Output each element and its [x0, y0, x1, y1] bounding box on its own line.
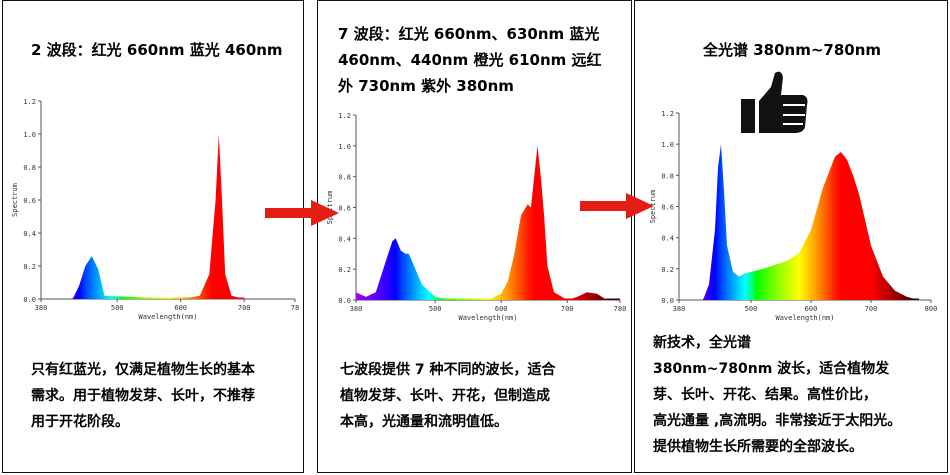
right-arrow-icon — [580, 193, 654, 219]
y-tick-label: 0.2 — [661, 266, 674, 274]
panel-title: 2 波段：红光 660nm 蓝光 460nm — [31, 41, 283, 59]
desc-line: 380nm~780nm 波长，适合植物发 — [653, 361, 890, 377]
panel-description: 七波段提供 7 种不同的波长，适合 植物发芽、长叶、开花，但制造成 本高，光通量… — [340, 357, 620, 435]
desc-line: 只有红蓝光，仅满足植物生长的基本 — [31, 362, 255, 378]
x-tick-label: 600 — [805, 305, 818, 313]
y-tick-label: 0.0 — [661, 297, 674, 305]
desc-line: 提供植物生长所需要的全部波长。 — [653, 439, 863, 455]
y-tick-label: 0.6 — [23, 197, 36, 205]
y-tick-label: 1.0 — [338, 143, 351, 151]
panel-description: 只有红蓝光，仅满足植物生长的基本 需求。用于植物发芽、长叶，不推荐 用于开花阶段… — [31, 357, 301, 435]
y-axis-label: Spectrum — [326, 191, 334, 225]
desc-line: 本高，光通量和流明值低。 — [340, 414, 508, 430]
desc-line: 芽、长叶、开花、结果。高性价比， — [653, 387, 877, 403]
y-tick-label: 1.0 — [661, 141, 674, 149]
x-tick-label: 800 — [925, 305, 938, 313]
y-tick-label: 1.0 — [23, 131, 36, 139]
y-tick-label: 0.4 — [23, 230, 36, 238]
desc-line: 高光通量 ,高流明。非常接近于太阳光。 — [653, 413, 902, 429]
desc-line: 七波段提供 7 种不同的波长，适合 — [340, 362, 556, 378]
desc-line: 植物发芽、长叶、开花，但制造成 — [340, 388, 550, 404]
spectrum-baseline — [356, 298, 620, 300]
y-tick-label: 0.4 — [661, 235, 674, 243]
spectrum-area — [356, 145, 620, 300]
y-tick-label: 1.2 — [661, 110, 674, 118]
x-tick-label: 500 — [745, 305, 758, 313]
spectrum-chart: 0.0 0.2 0.4 0.6 0.8 1.0 1.2 380 500 600 700 78 Wavel… — [11, 98, 299, 321]
spectrum-chart: 0.0 0.2 0.4 0.6 0.8 1.0 1.2 380 500 600 700 780 Wave… — [326, 112, 627, 322]
x-tick-label: 600 — [174, 304, 187, 312]
spectrum-area — [72, 134, 245, 299]
x-tick-label: 380 — [673, 305, 686, 313]
panel-title: 全光谱 380nm~780nm — [702, 41, 882, 59]
spectrum-baseline — [72, 297, 245, 299]
right-arrow-icon — [265, 200, 339, 226]
y-tick-label: 0.2 — [23, 263, 36, 271]
panel-seven-band: 7 波段：红光 660nm、630nm 蓝光 460nm、440nm 橙光 61… — [317, 0, 632, 473]
title-line: 460nm、440nm 橙光 610nm 远红 — [338, 51, 602, 69]
y-tick-label: 0.2 — [338, 266, 351, 274]
x-axis-label: Wavelength(nm) — [458, 314, 517, 322]
x-axis-label: Wavelength(nm) — [138, 313, 197, 321]
x-tick-label: 380 — [35, 304, 48, 312]
y-tick-label: 0.6 — [338, 205, 351, 213]
y-axis-label: Spectrum — [649, 190, 657, 224]
title-line: 外 730nm 紫外 380nm — [338, 77, 514, 95]
y-tick-label: 0.8 — [338, 174, 351, 182]
y-tick-label: 0.8 — [23, 164, 36, 172]
spectrum-chart: 0.0 0.2 0.4 0.6 0.8 1.0 1.2 380 500 600 700 800 Wave… — [649, 110, 938, 322]
title-line: 7 波段：红光 660nm、630nm 蓝光 — [338, 25, 600, 43]
x-tick-label: 380 — [350, 305, 363, 313]
y-tick-label: 0.4 — [338, 235, 351, 243]
panel-description: 新技术，全光谱 380nm~780nm 波长，适合植物发 芽、长叶、开花、结果。… — [653, 330, 945, 460]
y-axis-label: Spectrum — [11, 183, 19, 217]
y-tick-label: 0.8 — [661, 172, 674, 180]
x-tick-label: 780 — [614, 305, 627, 313]
x-tick-label: 500 — [111, 304, 124, 312]
panel-title: 7 波段：红光 660nm、630nm 蓝光 460nm、440nm 橙光 61… — [338, 21, 628, 99]
y-tick-label: 0.0 — [23, 296, 36, 304]
x-tick-label: 500 — [429, 305, 442, 313]
spectrum-area — [703, 144, 919, 300]
y-tick-label: 0.6 — [661, 204, 674, 212]
x-tick-label: 700 — [561, 305, 574, 313]
x-tick-label: 78 — [291, 304, 299, 312]
y-tick-label: 0.0 — [338, 297, 351, 305]
x-tick-label: 700 — [865, 305, 878, 313]
desc-line: 用于开花阶段。 — [31, 414, 129, 430]
desc-line: 新技术，全光谱 — [653, 335, 751, 351]
x-tick-label: 600 — [495, 305, 508, 313]
thumbs-up-icon — [741, 71, 808, 133]
desc-line: 需求。用于植物发芽、长叶，不推荐 — [31, 388, 255, 404]
panel-full-spectrum: 全光谱 380nm~780nm 0.0 0.2 0.4 0.6 0.8 1.0 1.2 380… — [634, 0, 948, 473]
x-axis-label: Wavelength(nm) — [775, 314, 834, 322]
spectrum-baseline — [703, 298, 919, 300]
panel-two-band: 2 波段：红光 660nm 蓝光 460nm 0.0 0.2 0.4 0.6 0.8 1.… — [2, 0, 304, 473]
x-tick-label: 700 — [238, 304, 251, 312]
y-tick-label: 1.2 — [23, 98, 36, 106]
y-tick-label: 1.2 — [338, 112, 351, 120]
